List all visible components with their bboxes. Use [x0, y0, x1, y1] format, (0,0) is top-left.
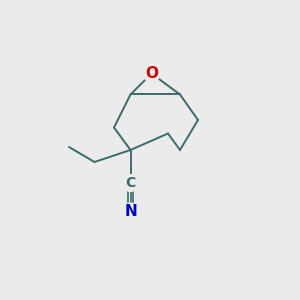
- Text: O: O: [145, 66, 158, 81]
- Circle shape: [143, 65, 160, 82]
- Text: C: C: [125, 176, 136, 190]
- Circle shape: [122, 203, 139, 220]
- Text: N: N: [124, 204, 137, 219]
- Circle shape: [122, 175, 139, 191]
